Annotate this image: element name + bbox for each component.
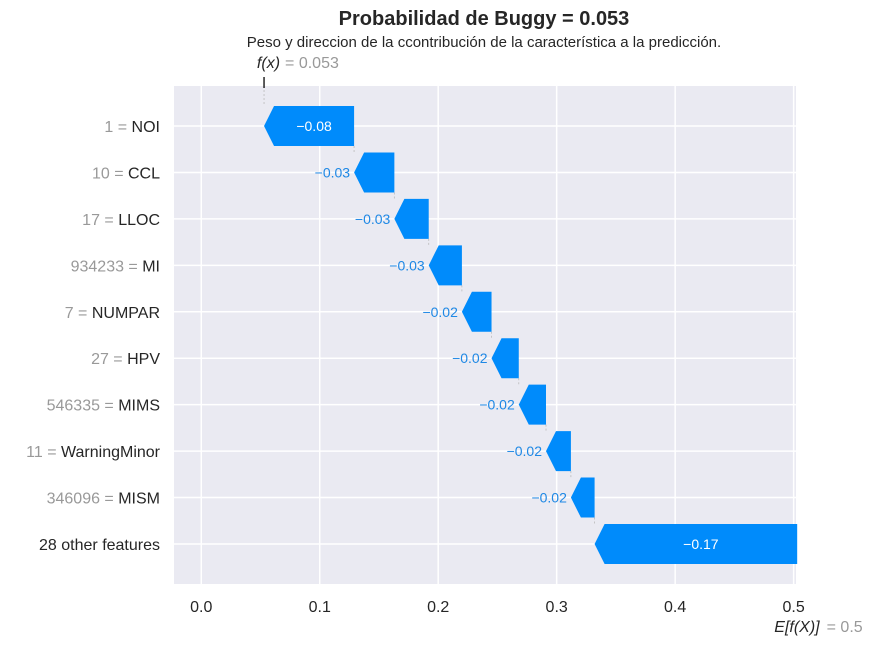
base-annotation: E[f(X)] = 0.5: [774, 619, 862, 636]
bar: [354, 152, 395, 193]
bar: [264, 106, 355, 146]
bar-value-label: −0.02: [452, 350, 488, 366]
feature-label: 1 = NOI: [104, 119, 160, 136]
feature-label: 7 = NUMPAR: [65, 305, 160, 322]
feature-name: NUMPAR: [92, 305, 160, 322]
bar-value-label: −0.03: [355, 211, 391, 227]
feature-value: 27 =: [91, 351, 127, 368]
chart-subtitle: Peso y direccion de la ccontribución de …: [247, 34, 721, 51]
bars: [264, 106, 798, 564]
feature-label: 10 = CCL: [92, 165, 160, 182]
bar: [546, 431, 571, 472]
x-tick-label: 0.0: [190, 599, 212, 616]
bar: [594, 523, 798, 564]
x-tick-label: 0.5: [783, 599, 805, 616]
feature-value: 10 =: [92, 165, 128, 182]
base-value: = 0.5: [827, 619, 863, 636]
bar: [428, 245, 462, 286]
feature-value: 11 =: [26, 444, 61, 461]
feature-name: WarningMinor: [61, 444, 161, 461]
bar: [461, 291, 492, 332]
plot-background: [174, 86, 796, 584]
bar-value-label: −0.03: [389, 257, 425, 273]
grid-lines: [174, 86, 796, 584]
feature-label: 546335 = MIMS: [47, 398, 160, 415]
feature-value: 546335 =: [47, 398, 119, 415]
feature-name: HPV: [127, 351, 160, 368]
fx-value: = 0.053: [285, 55, 339, 72]
connector-lines: [263, 86, 595, 524]
x-tick-label: 0.3: [546, 599, 568, 616]
feature-value: 7 =: [65, 305, 92, 322]
bar-value-label: −0.02: [507, 443, 543, 459]
feature-value: 1 =: [104, 119, 131, 136]
bar-value-label: −0.02: [422, 304, 458, 320]
bar-value-label: −0.17: [683, 536, 719, 552]
feature-label: 27 = HPV: [91, 351, 160, 368]
feature-name: MI: [142, 258, 160, 275]
fx-annotation: f(x) = 0.053: [257, 55, 339, 88]
feature-label: 11 = WarningMinor: [26, 444, 161, 461]
bar: [518, 384, 547, 425]
feature-label: 934233 = MI: [71, 258, 160, 275]
base-label: E[f(X)]: [774, 619, 820, 636]
feature-name: MISM: [118, 491, 160, 508]
feature-name: 28 other features: [39, 537, 160, 554]
feature-labels: 1 = NOI 10 = CCL 17 = LLOC 934233 = MI 7 = N…: [26, 119, 161, 554]
bar: [491, 338, 519, 379]
bar: [570, 477, 595, 518]
feature-name: NOI: [132, 119, 160, 136]
x-tick-label: 0.4: [664, 599, 686, 616]
x-axis-ticks: 0.0 0.1 0.2 0.3 0.4 0.5: [190, 599, 805, 616]
bar-value-label: −0.02: [479, 397, 515, 413]
feature-name: LLOC: [118, 212, 160, 229]
feature-label: 17 = LLOC: [82, 212, 160, 229]
chart-title: Probabilidad de Buggy = 0.053: [339, 8, 630, 30]
feature-value: 17 =: [82, 212, 118, 229]
bar-value-label: −0.02: [531, 490, 567, 506]
feature-value: 346096 =: [47, 491, 119, 508]
x-tick-label: 0.1: [309, 599, 331, 616]
x-tick-label: 0.2: [427, 599, 449, 616]
bar-labels: −0.08 −0.03 −0.03 −0.03 −0.02 −0.02 −0.02 −0.02…: [296, 118, 718, 552]
bar-value-label: −0.08: [296, 118, 332, 134]
feature-label: 28 other features: [39, 537, 160, 554]
bar-value-label: −0.03: [315, 164, 351, 180]
bar: [394, 198, 429, 239]
feature-name: MIMS: [118, 398, 160, 415]
feature-label: 346096 = MISM: [47, 491, 160, 508]
feature-value: 934233 =: [71, 258, 143, 275]
feature-name: CCL: [128, 165, 160, 182]
fx-label: f(x): [257, 55, 280, 72]
